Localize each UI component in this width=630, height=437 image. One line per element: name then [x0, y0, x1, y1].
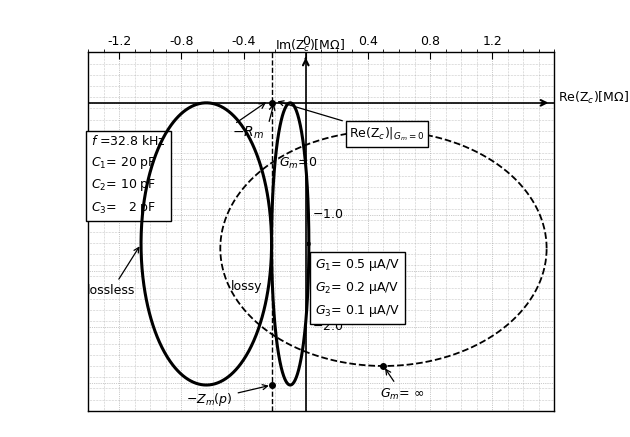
Text: $-R_m$: $-R_m$ — [232, 124, 265, 141]
Text: $G_m$= $\infty$: $G_m$= $\infty$ — [381, 369, 425, 402]
Text: $-$2.0: $-$2.0 — [312, 320, 343, 333]
Text: Re(Z$_c$)[M$\Omega$]: Re(Z$_c$)[M$\Omega$] — [558, 90, 629, 106]
Text: Re(Z$_c$)$\vert_{G_m=0}$: Re(Z$_c$)$\vert_{G_m=0}$ — [278, 101, 425, 143]
Text: $G_1$= 0.5 μA/V
$G_2$= 0.2 μA/V
$G_3$= 0.1 μA/V: $G_1$= 0.5 μA/V $G_2$= 0.2 μA/V $G_3$= 0… — [315, 257, 400, 319]
Text: lossy: lossy — [231, 280, 262, 293]
Text: Im(Z$_c$)[M$\Omega$]: Im(Z$_c$)[M$\Omega$] — [275, 38, 345, 54]
Text: $-$1.0: $-$1.0 — [312, 208, 343, 221]
Text: $G_m$=0: $G_m$=0 — [279, 156, 318, 170]
Text: $f$ =32.8 kHz
$C_1$= 20 pF
$C_2$= 10 pF
$C_3$=   2 pF: $f$ =32.8 kHz $C_1$= 20 pF $C_2$= 10 pF … — [91, 134, 166, 216]
Text: $-Z_m(p)$: $-Z_m(p)$ — [186, 385, 268, 408]
Text: lossless: lossless — [88, 247, 139, 297]
